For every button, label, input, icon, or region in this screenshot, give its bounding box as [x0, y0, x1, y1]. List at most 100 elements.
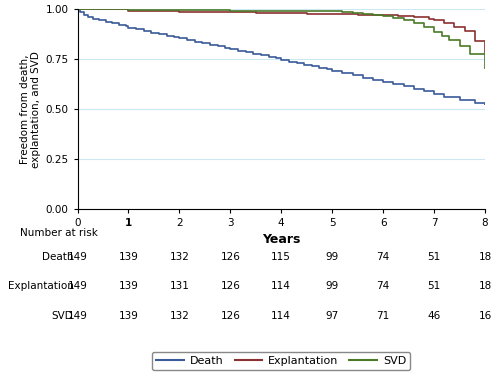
SVD: [390, 16, 396, 20]
Text: 18: 18: [478, 282, 492, 291]
Legend: Death, Explantation, SVD: Death, Explantation, SVD: [152, 351, 410, 370]
Text: 115: 115: [272, 252, 291, 261]
SVD: [202, 8, 208, 12]
SVD: [456, 38, 462, 43]
Death: [74, 7, 80, 12]
Text: 132: 132: [170, 311, 190, 321]
SVD: [390, 14, 396, 19]
SVD: [304, 9, 310, 13]
Explantation: [431, 16, 437, 21]
SVD: [482, 52, 488, 56]
Text: 139: 139: [118, 282, 139, 291]
SVD: [438, 34, 444, 38]
Text: 126: 126: [220, 282, 240, 291]
Text: 139: 139: [118, 311, 139, 321]
SVD: [410, 18, 416, 22]
SVD: [370, 12, 376, 16]
Explantation: [278, 10, 284, 15]
Explantation: [462, 28, 468, 33]
Line: Explantation: Explantation: [78, 9, 485, 54]
Explantation: [452, 25, 458, 29]
SVD: [253, 8, 259, 13]
SVD: [380, 13, 386, 17]
Text: 74: 74: [376, 282, 390, 291]
SVD: [370, 13, 376, 17]
SVD: [340, 10, 345, 14]
SVD: [421, 21, 427, 25]
SVD: [446, 34, 452, 38]
SVD: [456, 44, 462, 48]
Explantation: [442, 18, 448, 22]
SVD: [431, 29, 437, 34]
SVD: [400, 18, 406, 22]
Explantation: [202, 10, 208, 14]
SVD: [360, 12, 366, 16]
Explantation: [396, 13, 402, 18]
SVD: [278, 9, 284, 13]
SVD: [350, 10, 356, 14]
Explantation: [354, 12, 360, 16]
Explantation: [426, 15, 432, 19]
SVD: [438, 29, 444, 34]
Explantation: [426, 16, 432, 21]
Text: 131: 131: [170, 282, 190, 291]
Death: [77, 7, 83, 12]
Text: 51: 51: [428, 252, 440, 261]
Text: 46: 46: [428, 311, 440, 321]
Line: SVD: SVD: [78, 9, 485, 69]
Explantation: [329, 12, 335, 16]
SVD: [340, 9, 345, 13]
Explantation: [380, 12, 386, 17]
Text: Explantation: Explantation: [8, 282, 74, 291]
Death: [472, 101, 478, 105]
Explantation: [304, 11, 310, 15]
SVD: [380, 14, 386, 19]
Explantation: [253, 10, 259, 15]
SVD: [253, 9, 259, 13]
Text: 132: 132: [170, 252, 190, 261]
Explantation: [396, 14, 402, 18]
Explantation: [228, 10, 234, 14]
Explantation: [126, 7, 132, 12]
SVD: [410, 21, 416, 25]
Text: Number at risk: Number at risk: [20, 228, 98, 238]
Explantation: [253, 10, 259, 15]
Text: 149: 149: [68, 252, 87, 261]
Explantation: [472, 28, 478, 33]
SVD: [202, 8, 208, 13]
Death: [329, 69, 335, 73]
SVD: [329, 9, 335, 13]
Death: [482, 103, 488, 107]
SVD: [151, 7, 157, 12]
Explantation: [278, 11, 284, 15]
Explantation: [176, 9, 182, 13]
SVD: [278, 9, 284, 13]
Death: [109, 21, 115, 26]
SVD: [151, 8, 157, 12]
Text: 16: 16: [478, 311, 492, 321]
SVD: [74, 7, 80, 12]
Text: Death: Death: [42, 252, 74, 261]
Explantation: [452, 21, 458, 25]
Explantation: [482, 38, 488, 43]
SVD: [329, 9, 335, 13]
SVD: [360, 10, 366, 15]
Text: SVD: SVD: [52, 311, 74, 321]
Text: 126: 126: [220, 311, 240, 321]
X-axis label: Years: Years: [262, 233, 300, 247]
SVD: [466, 52, 472, 56]
SVD: [482, 67, 488, 72]
SVD: [126, 7, 132, 12]
Explantation: [354, 12, 360, 17]
Text: 51: 51: [428, 282, 440, 291]
SVD: [228, 8, 234, 13]
SVD: [446, 38, 452, 43]
Explantation: [380, 13, 386, 18]
Explantation: [126, 9, 132, 13]
Explantation: [74, 7, 80, 12]
Text: 18: 18: [478, 252, 492, 261]
SVD: [421, 25, 427, 29]
SVD: [466, 44, 472, 48]
Explantation: [482, 52, 488, 56]
SVD: [431, 25, 437, 29]
